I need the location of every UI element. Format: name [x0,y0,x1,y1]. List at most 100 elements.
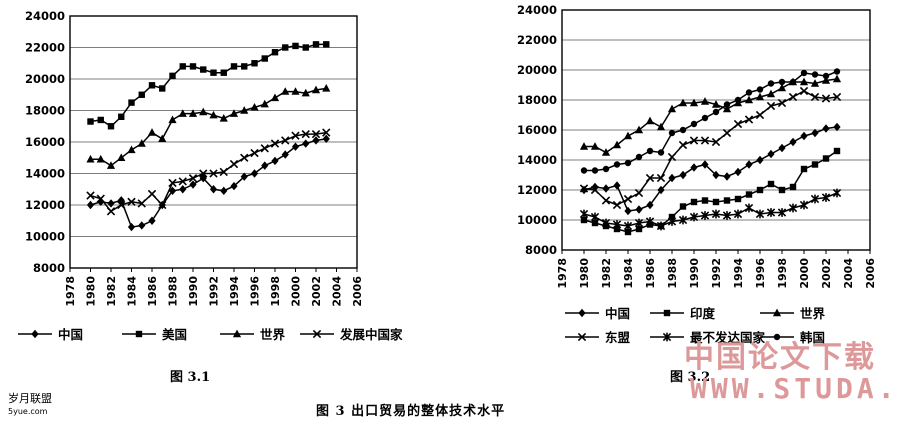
watermark-right-title: 中国论文下载 [684,340,876,375]
chart1-data-point [147,189,157,199]
chart1-legend-marker [31,329,39,339]
chart2-data-point [700,211,710,220]
chart2-data-point [722,104,732,113]
chart2-data-point [755,209,765,219]
chart2-data-point [613,161,621,168]
chart2-data-point [811,71,819,78]
chart1-legend-item: 美国 [122,327,187,342]
chart1-data-point [311,129,321,139]
chart2-data-point [678,98,688,107]
chart2-data-point [689,136,699,145]
chart1-xtick-label: 1992 [208,276,221,307]
chart1-xtick-label: 1994 [228,276,241,307]
chart1-legend-item: 世界 [220,327,286,342]
chart2-data-point [635,205,643,214]
chart2-data-point [756,155,764,165]
chart2-xtick-label: 1990 [688,258,701,289]
chart1-ytick-label: 8000 [33,261,65,275]
chart2-data-point [645,173,655,183]
chart-1: 8000 10000 12000 14000 16000 18000 20000 22000 2… [18,9,403,342]
chart2-data-point [745,191,753,198]
chart1-data-point [241,63,248,70]
chart2-data-point [745,160,753,169]
chart2-data-point [800,131,808,141]
chart2-data-point [634,125,644,134]
chart2-data-point [656,173,666,183]
chart2-legend-label: 中国 [605,306,630,321]
chart2-data-point [668,213,676,221]
chart2-legend-label: 印度 [690,306,716,321]
chart2-data-point [756,86,764,93]
chart1-legend-marker [312,329,322,339]
watermark-left-url: 5yue.com [8,407,48,416]
chart2-data-point [810,92,820,102]
chart2-data-point [832,92,842,102]
chart1-data-point [188,109,198,117]
chart2-data-point [591,182,599,192]
chart2-data-point [591,219,599,227]
chart2-xtick-label: 1984 [622,258,635,289]
chart2-data-point [612,140,622,149]
chart2-data-point [646,200,654,210]
chart2-data-point [668,173,676,183]
chart1-data-point [282,44,289,51]
chart2-data-point [580,216,588,224]
chart1-data-point [106,207,116,216]
chart1-data-point [189,180,197,189]
chart2-data-point [580,185,588,195]
chart2-caption: 图 3.2 [670,370,711,385]
chart1-data-point [322,134,330,144]
chart1-xtick-label: 1984 [126,276,139,307]
chart2-data-point [601,148,611,156]
chart1-series-1 [86,134,330,232]
chart1-data-point [107,123,115,130]
chart1-data-point [159,85,166,92]
chart2-data-point [667,217,677,226]
chart2-data-point [833,122,841,132]
chart1-data-point [312,41,320,48]
chart2-series-line [584,70,838,172]
chart2-data-point [755,110,765,120]
chart2-data-point [744,95,754,104]
chart1-data-point [148,82,156,89]
chart2-ytick-label: 12000 [517,183,557,197]
chart2-data-point [810,79,820,87]
chart2-data-point [712,170,720,180]
chart1-data-point [87,118,94,125]
chart1-data-point [189,63,197,70]
chart2-series-line [583,126,838,212]
chart2-data-point [613,225,621,233]
chart1-data-point [168,115,177,124]
chart2-data-point [822,155,830,162]
chart1-ytick-label: 24000 [25,9,65,23]
chart1-data-point [322,84,331,92]
chart1-data-point [210,69,217,76]
chart2-data-point [623,194,633,204]
chart2-data-point [579,142,589,150]
chart2-data-point [723,172,731,181]
chart2-data-point [756,186,764,194]
chart1-data-point [97,116,104,124]
chart1-xtick-label: 1978 [64,276,77,307]
chart1-data-point [291,87,300,95]
chart2-data-point [734,167,742,177]
chart1-data-point [117,200,126,210]
chart1-data-point [240,106,249,114]
chart2-data-point [700,97,710,105]
chart1-xtick-label: 2004 [331,276,344,307]
chart2-data-point [821,193,831,202]
chart2-series-line [583,192,838,227]
chart2-data-point [734,96,742,104]
chart1-xtick-label: 2000 [290,276,303,307]
chart2-data-point [711,209,721,219]
chart2-data-point [602,165,610,173]
chart2-xtick-label: 1986 [644,258,657,289]
chart1-data-point [107,199,115,208]
chart2-data-point [733,119,743,129]
chart2-data-point [591,167,599,174]
chart2-data-point [701,114,709,122]
chart2-data-point [777,83,787,92]
chart2-ytick-label: 20000 [517,63,557,77]
chart2-ytick-label: 10000 [517,213,557,227]
chart1-data-point [270,93,280,102]
